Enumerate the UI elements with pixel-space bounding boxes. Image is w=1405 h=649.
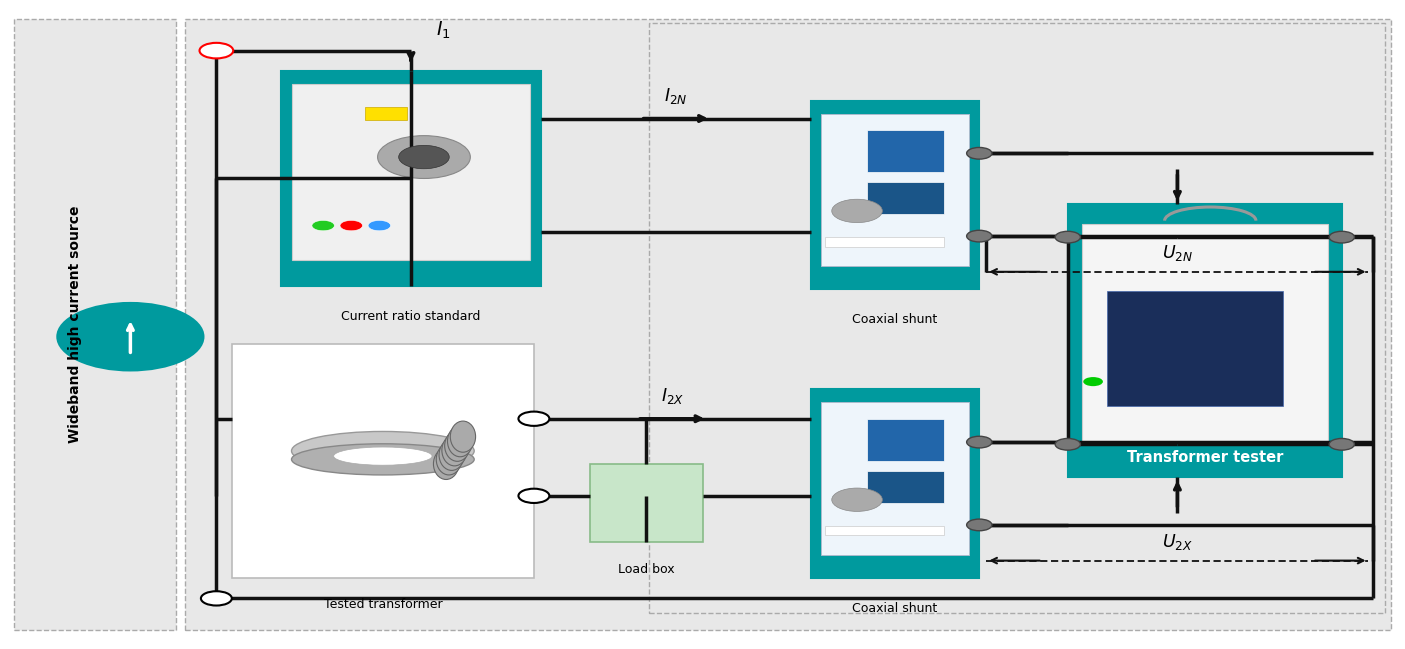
Ellipse shape <box>443 435 468 466</box>
FancyBboxPatch shape <box>14 19 176 630</box>
Circle shape <box>967 519 992 531</box>
FancyBboxPatch shape <box>292 84 530 260</box>
FancyBboxPatch shape <box>821 114 969 266</box>
Circle shape <box>312 221 334 231</box>
Bar <box>825 526 944 535</box>
Circle shape <box>378 136 471 178</box>
Text: Tested transformer: Tested transformer <box>323 598 443 611</box>
Ellipse shape <box>448 426 473 457</box>
Ellipse shape <box>445 430 471 461</box>
Text: $U_{2N}$: $U_{2N}$ <box>1162 243 1193 263</box>
Bar <box>365 107 407 120</box>
Text: $I_{2N}$: $I_{2N}$ <box>665 86 687 106</box>
Text: $I_1$: $I_1$ <box>436 19 451 41</box>
FancyBboxPatch shape <box>1068 204 1342 477</box>
Circle shape <box>1329 231 1354 243</box>
Text: $I_{2X}$: $I_{2X}$ <box>660 386 684 406</box>
Ellipse shape <box>292 432 475 471</box>
Bar <box>1107 291 1283 406</box>
Circle shape <box>340 221 362 231</box>
FancyBboxPatch shape <box>811 101 979 289</box>
Circle shape <box>1083 377 1103 386</box>
FancyBboxPatch shape <box>590 464 702 542</box>
Circle shape <box>518 489 549 503</box>
Bar <box>867 471 944 503</box>
Text: Current ratio standard: Current ratio standard <box>341 310 481 323</box>
Text: Wideband high current source: Wideband high current source <box>69 206 83 443</box>
FancyBboxPatch shape <box>232 344 534 578</box>
Text: Load box: Load box <box>618 563 674 576</box>
Circle shape <box>200 43 233 58</box>
Circle shape <box>58 303 204 371</box>
Circle shape <box>832 199 882 223</box>
Circle shape <box>967 147 992 159</box>
FancyBboxPatch shape <box>811 389 979 578</box>
Bar <box>867 419 944 461</box>
Ellipse shape <box>334 447 433 465</box>
FancyBboxPatch shape <box>185 19 1391 630</box>
FancyBboxPatch shape <box>1082 224 1328 441</box>
FancyBboxPatch shape <box>821 402 969 555</box>
Text: Coaxial shunt: Coaxial shunt <box>853 602 937 615</box>
Ellipse shape <box>292 444 475 475</box>
Circle shape <box>1329 439 1354 450</box>
Circle shape <box>399 145 450 169</box>
FancyBboxPatch shape <box>649 23 1385 613</box>
Circle shape <box>518 411 549 426</box>
FancyBboxPatch shape <box>281 71 541 286</box>
Circle shape <box>832 488 882 511</box>
Ellipse shape <box>440 439 465 471</box>
Text: $U_{2X}$: $U_{2X}$ <box>1162 532 1193 552</box>
Circle shape <box>201 591 232 606</box>
Bar <box>867 130 944 172</box>
Circle shape <box>1055 231 1080 243</box>
Ellipse shape <box>451 421 476 452</box>
Bar <box>825 237 944 247</box>
Ellipse shape <box>437 444 462 475</box>
Text: Coaxial shunt: Coaxial shunt <box>853 313 937 326</box>
Circle shape <box>1055 439 1080 450</box>
Circle shape <box>967 436 992 448</box>
Bar <box>867 182 944 214</box>
Text: Transformer tester: Transformer tester <box>1127 450 1283 465</box>
Ellipse shape <box>434 448 459 480</box>
Circle shape <box>368 221 391 231</box>
Circle shape <box>967 230 992 242</box>
